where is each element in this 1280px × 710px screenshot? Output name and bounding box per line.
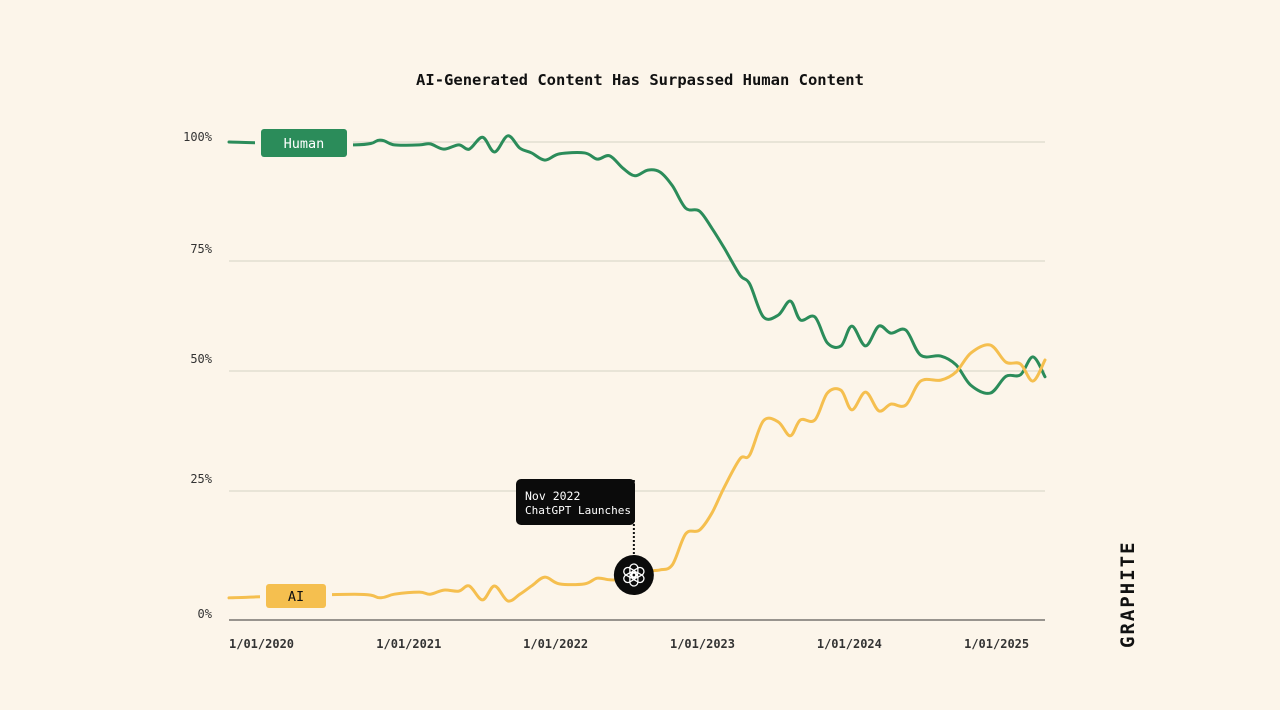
annotation-box [516, 479, 635, 525]
icon-petal [630, 566, 645, 579]
x-tick-label: 1/01/2020 [229, 637, 294, 651]
x-tick-label: 1/01/2025 [964, 637, 1029, 651]
y-axis-labels: 100% 75% 50% 25% 0% [183, 130, 213, 621]
series-label-text: Human [284, 136, 325, 152]
series-line-human [227, 134, 1047, 395]
y-tick-label: 50% [190, 352, 212, 366]
icon-petal [629, 563, 639, 578]
icon-petal [629, 572, 639, 587]
y-tick-label: 100% [183, 130, 213, 144]
gridlines [229, 141, 1045, 621]
graphite-logo: GRAPHITE [1117, 540, 1139, 648]
chart-title: AI-Generated Content Has Surpassed Human… [416, 71, 864, 89]
x-tick-label: 1/01/2022 [523, 637, 588, 651]
icon-petal [630, 571, 645, 584]
icon-circle [613, 555, 654, 595]
series-labels: Human AI [255, 126, 353, 611]
x-tick-label: 1/01/2023 [670, 637, 735, 651]
series-label-ai [266, 584, 326, 608]
openai-logo-icon [613, 555, 654, 595]
x-tick-label: 1/01/2021 [376, 637, 441, 651]
series-lines [227, 134, 1047, 603]
y-tick-label: 25% [190, 472, 212, 486]
annotation-date: Nov 2022 [525, 489, 580, 503]
y-tick-label: 75% [190, 242, 212, 256]
y-tick-label: 0% [198, 607, 213, 621]
icon-petal [623, 566, 637, 579]
series-line-ai [227, 343, 1047, 603]
annotation-text: ChatGPT Launches [525, 504, 631, 517]
series-label-human [261, 129, 347, 157]
x-tick-label: 1/01/2024 [817, 637, 882, 651]
series-label-text: AI [288, 589, 304, 605]
icon-petal [623, 571, 637, 584]
x-axis-labels: 1/01/2020 1/01/2021 1/01/2022 1/01/2023 1/01… [229, 637, 1029, 651]
